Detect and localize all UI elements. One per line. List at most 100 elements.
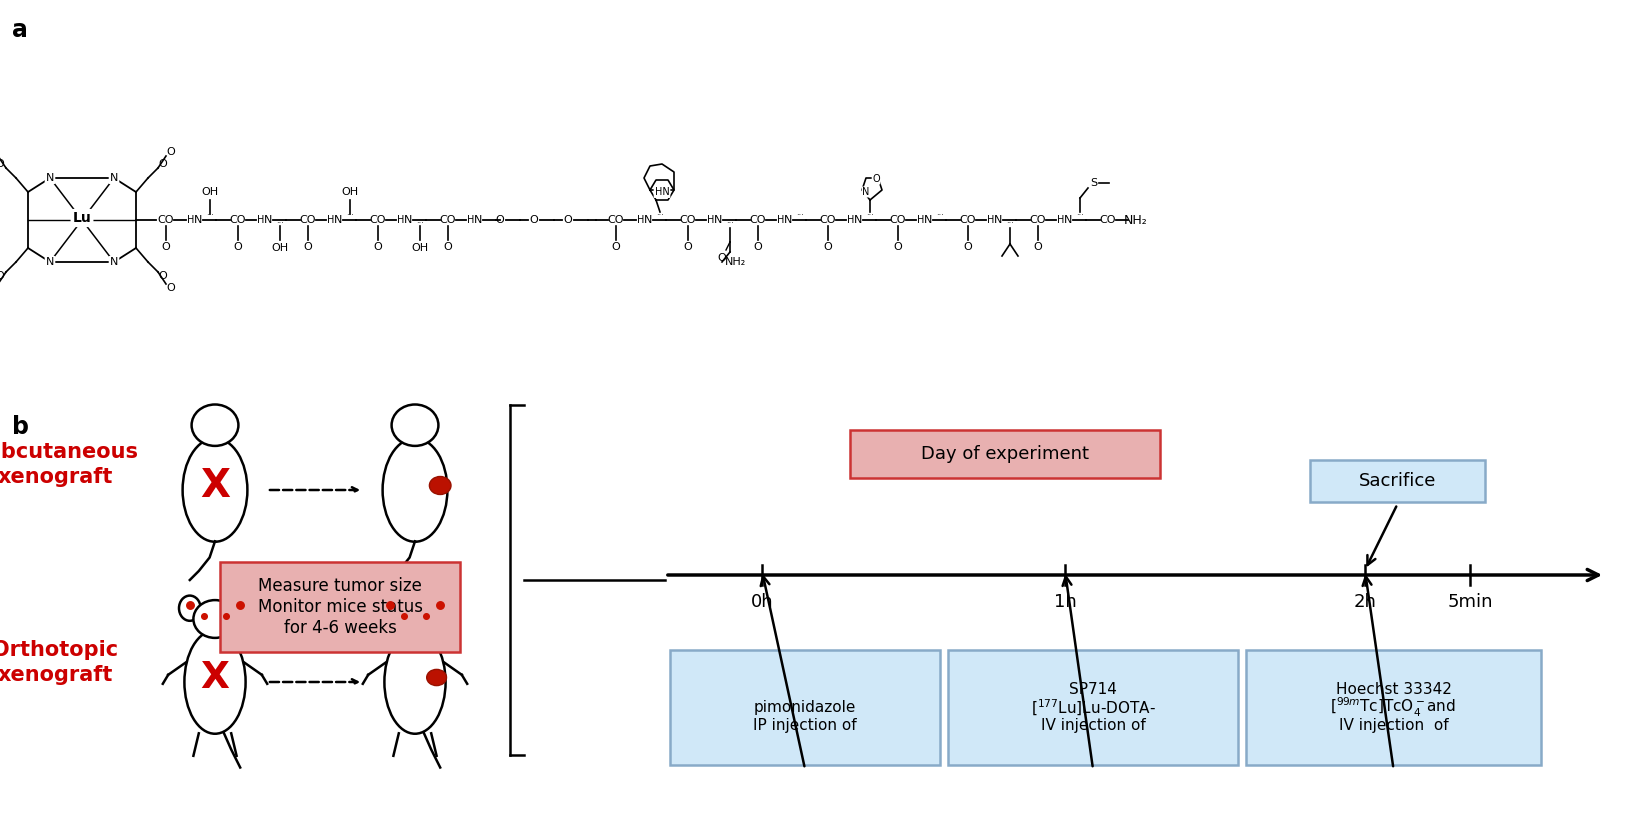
Ellipse shape: [229, 596, 252, 621]
Text: 0h: 0h: [750, 593, 773, 611]
Text: 1h: 1h: [1054, 593, 1076, 611]
Text: Sacrifice: Sacrifice: [1359, 472, 1436, 490]
Text: IP injection of: IP injection of: [753, 718, 857, 733]
Text: CO: CO: [750, 215, 767, 225]
Ellipse shape: [429, 596, 451, 621]
Text: O: O: [530, 215, 538, 225]
Text: H: H: [637, 215, 645, 225]
Text: N: N: [110, 257, 118, 267]
Text: X: X: [201, 659, 229, 695]
Text: CO: CO: [679, 215, 696, 225]
FancyBboxPatch shape: [220, 562, 461, 652]
Text: ···: ···: [1007, 220, 1013, 229]
Text: [$^{177}$Lu]Lu-DOTA-: [$^{177}$Lu]Lu-DOTA-: [1031, 697, 1155, 718]
Text: CO: CO: [1101, 215, 1117, 225]
Text: N: N: [862, 187, 870, 197]
Text: 5min: 5min: [1448, 593, 1492, 611]
Text: O: O: [0, 271, 5, 281]
Text: S: S: [1091, 178, 1097, 188]
Text: ···: ···: [345, 212, 354, 221]
Text: pimonidazole: pimonidazole: [753, 700, 855, 715]
Ellipse shape: [179, 596, 201, 621]
Text: H: H: [778, 215, 785, 225]
Text: ···: ···: [1076, 212, 1084, 221]
Text: CO: CO: [158, 215, 174, 225]
Text: SP714: SP714: [1069, 682, 1117, 697]
Text: ···: ···: [865, 212, 873, 221]
Ellipse shape: [383, 439, 447, 542]
Text: Hoechst 33342: Hoechst 33342: [1336, 682, 1451, 697]
Text: H: H: [1058, 215, 1064, 225]
Ellipse shape: [385, 630, 446, 734]
Text: O: O: [0, 159, 5, 169]
Text: H: H: [847, 215, 855, 225]
Text: IV injection of: IV injection of: [1041, 718, 1145, 733]
Text: H: H: [987, 215, 995, 225]
Ellipse shape: [184, 630, 245, 734]
Text: H: H: [257, 215, 265, 225]
FancyBboxPatch shape: [670, 650, 939, 765]
Text: [$^{99m}$Tc]TcO$_4^-$and: [$^{99m}$Tc]TcO$_4^-$and: [1331, 696, 1456, 719]
Text: ···: ···: [276, 220, 285, 229]
Text: CO: CO: [890, 215, 906, 225]
Text: a: a: [12, 18, 28, 42]
Ellipse shape: [194, 600, 237, 638]
Text: O: O: [161, 242, 171, 252]
Text: CO: CO: [230, 215, 247, 225]
Text: H: H: [707, 215, 714, 225]
Text: ···: ···: [936, 212, 944, 221]
Text: N: N: [994, 215, 1002, 225]
Text: N: N: [1064, 215, 1073, 225]
Text: 2h: 2h: [1354, 593, 1377, 611]
Text: CO: CO: [299, 215, 316, 225]
Text: O: O: [753, 242, 762, 252]
Text: CO: CO: [959, 215, 975, 225]
Text: O: O: [373, 242, 382, 252]
Text: O: O: [304, 242, 313, 252]
Text: O: O: [964, 242, 972, 252]
Text: N: N: [924, 215, 933, 225]
Text: Orthotopic: Orthotopic: [0, 640, 118, 660]
Text: NH₂: NH₂: [725, 257, 747, 267]
Text: O: O: [1033, 242, 1043, 252]
Text: OH: OH: [342, 187, 359, 197]
FancyBboxPatch shape: [948, 650, 1239, 765]
Text: N: N: [194, 215, 202, 225]
Text: O: O: [564, 215, 572, 225]
Text: xenograft: xenograft: [0, 665, 114, 685]
Text: CO: CO: [1030, 215, 1046, 225]
Text: H: H: [918, 215, 924, 225]
Text: N: N: [783, 215, 793, 225]
Text: O: O: [166, 283, 176, 293]
Text: ···: ···: [656, 212, 665, 221]
Text: N: N: [854, 215, 862, 225]
Text: O: O: [684, 242, 693, 252]
Text: CO: CO: [819, 215, 836, 225]
Text: ···: ···: [796, 212, 804, 221]
Text: O: O: [158, 159, 168, 169]
Ellipse shape: [392, 404, 439, 446]
FancyBboxPatch shape: [850, 430, 1160, 478]
FancyBboxPatch shape: [1245, 650, 1541, 765]
Text: N: N: [263, 215, 271, 225]
Text: N: N: [714, 215, 722, 225]
Ellipse shape: [378, 596, 401, 621]
Text: O: O: [234, 242, 242, 252]
Ellipse shape: [429, 477, 451, 495]
Text: N: N: [474, 215, 482, 225]
Text: IV injection  of: IV injection of: [1339, 718, 1448, 733]
Text: O: O: [158, 271, 168, 281]
Text: O: O: [872, 174, 880, 184]
Text: O: O: [893, 242, 903, 252]
Text: CO: CO: [439, 215, 456, 225]
Text: Lu: Lu: [72, 211, 92, 225]
Text: OH: OH: [201, 187, 219, 197]
Ellipse shape: [426, 669, 446, 686]
Text: O: O: [495, 215, 505, 225]
FancyBboxPatch shape: [1309, 460, 1485, 502]
Text: HN: HN: [655, 187, 670, 197]
Text: CO: CO: [607, 215, 623, 225]
Text: O: O: [612, 242, 620, 252]
Text: CO: CO: [370, 215, 387, 225]
Text: H: H: [327, 215, 334, 225]
